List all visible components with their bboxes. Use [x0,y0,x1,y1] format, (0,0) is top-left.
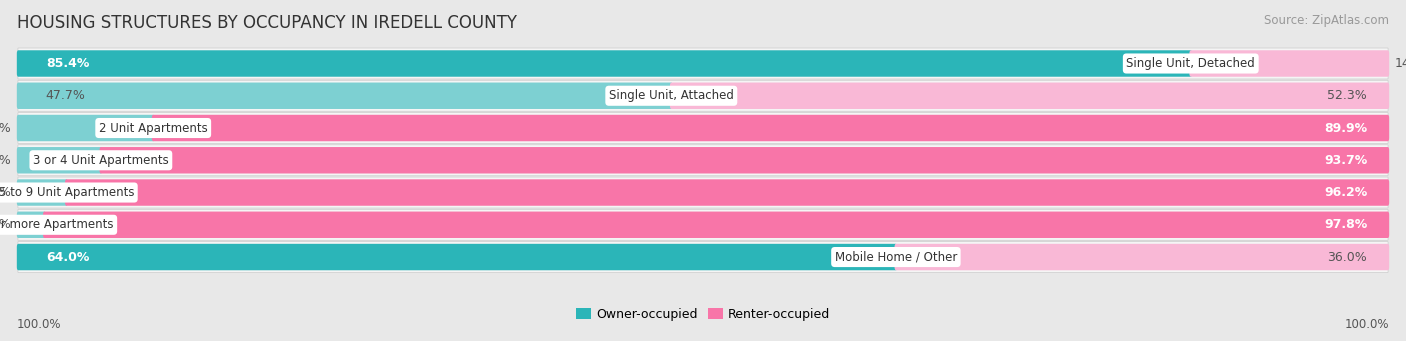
FancyBboxPatch shape [18,209,1388,240]
Text: Mobile Home / Other: Mobile Home / Other [835,251,957,264]
Text: 64.0%: 64.0% [46,251,89,264]
FancyBboxPatch shape [18,80,1388,111]
Text: 36.0%: 36.0% [1327,251,1367,264]
Text: 2.2%: 2.2% [0,218,11,231]
Text: 96.2%: 96.2% [1324,186,1367,199]
FancyBboxPatch shape [18,48,1388,79]
Text: 10.1%: 10.1% [0,121,11,134]
FancyBboxPatch shape [100,147,1389,174]
Legend: Owner-occupied, Renter-occupied: Owner-occupied, Renter-occupied [571,303,835,326]
Text: Source: ZipAtlas.com: Source: ZipAtlas.com [1264,14,1389,27]
FancyBboxPatch shape [65,179,1389,206]
Text: 85.4%: 85.4% [46,57,89,70]
FancyBboxPatch shape [894,244,1389,270]
FancyBboxPatch shape [669,83,1389,109]
FancyBboxPatch shape [17,115,155,141]
FancyBboxPatch shape [18,241,1388,272]
FancyBboxPatch shape [17,179,67,206]
FancyBboxPatch shape [17,83,672,109]
FancyBboxPatch shape [18,145,1388,176]
Text: 97.8%: 97.8% [1324,218,1367,231]
FancyBboxPatch shape [17,244,897,270]
Text: 3 or 4 Unit Apartments: 3 or 4 Unit Apartments [32,154,169,167]
Text: 2 Unit Apartments: 2 Unit Apartments [98,121,208,134]
Text: 93.7%: 93.7% [1324,154,1367,167]
FancyBboxPatch shape [18,113,1388,144]
Text: 3.8%: 3.8% [0,186,11,199]
FancyBboxPatch shape [17,147,103,174]
FancyBboxPatch shape [17,211,46,238]
Text: 89.9%: 89.9% [1324,121,1367,134]
Text: Single Unit, Detached: Single Unit, Detached [1126,57,1256,70]
Text: 14.6%: 14.6% [1395,57,1406,70]
Text: 10 or more Apartments: 10 or more Apartments [0,218,114,231]
FancyBboxPatch shape [18,177,1388,208]
Text: 52.3%: 52.3% [1327,89,1367,102]
FancyBboxPatch shape [1189,50,1389,77]
Text: 100.0%: 100.0% [1344,318,1389,331]
Text: 47.7%: 47.7% [46,89,86,102]
FancyBboxPatch shape [152,115,1389,141]
FancyBboxPatch shape [44,211,1389,238]
FancyBboxPatch shape [17,50,1192,77]
Text: 5 to 9 Unit Apartments: 5 to 9 Unit Apartments [0,186,134,199]
Text: 6.3%: 6.3% [0,154,11,167]
Text: Single Unit, Attached: Single Unit, Attached [609,89,734,102]
Text: 100.0%: 100.0% [17,318,62,331]
Text: HOUSING STRUCTURES BY OCCUPANCY IN IREDELL COUNTY: HOUSING STRUCTURES BY OCCUPANCY IN IREDE… [17,14,517,32]
